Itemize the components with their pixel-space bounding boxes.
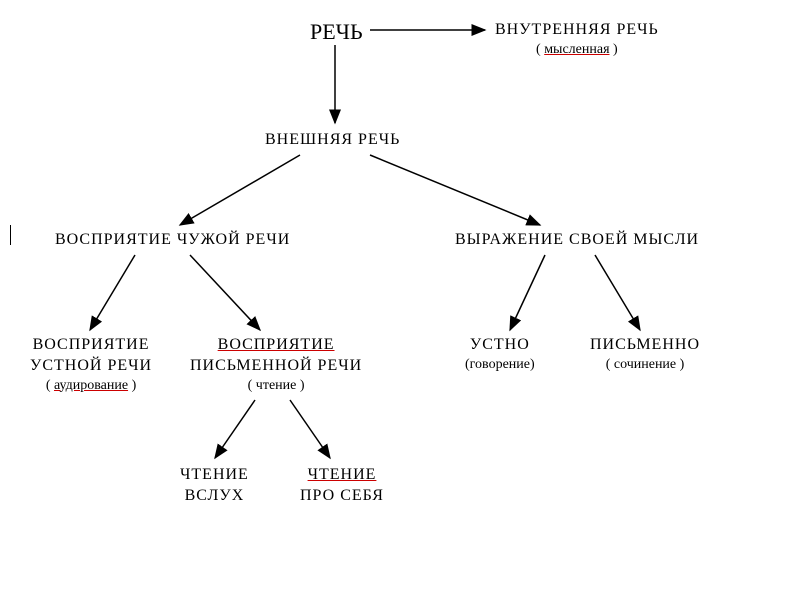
read-aloud-label1: ЧТЕНИЕ	[180, 465, 249, 486]
outer-label: ВНЕШНЯЯ РЕЧЬ	[265, 131, 400, 148]
perceive-label: ВОСПРИЯТИЕ ЧУЖОЙ РЕЧИ	[55, 231, 290, 248]
written-perc-label2: ПИСЬМЕННОЙ РЕЧИ	[190, 356, 362, 377]
express-label: ВЫРАЖЕНИЕ СВОЕЙ МЫСЛИ	[455, 231, 699, 248]
read-self-label2: ПРО СЕБЯ	[300, 486, 384, 507]
root-label: РЕЧЬ	[310, 19, 363, 44]
node-written-perception: ВОСПРИЯТИЕ ПИСЬМЕННОЙ РЕЧИ ( чтение )	[190, 335, 362, 395]
node-express: ВЫРАЖЕНИЕ СВОЕЙ МЫСЛИ	[455, 230, 699, 251]
oral-expr-sub: (говорение)	[465, 356, 535, 374]
written-perc-label1: ВОСПРИЯТИЕ	[190, 335, 362, 356]
node-written-expression: ПИСЬМЕННО ( сочинение )	[590, 335, 700, 374]
read-aloud-label2: ВСЛУХ	[180, 486, 249, 507]
written-expr-label: ПИСЬМЕННО	[590, 335, 700, 356]
oral-expr-label: УСТНО	[465, 335, 535, 356]
node-read-self: ЧТЕНИЕ ПРО СЕБЯ	[300, 465, 384, 507]
written-perc-sub: ( чтение )	[190, 377, 362, 395]
node-oral-expression: УСТНО (говорение)	[465, 335, 535, 374]
inner-sub: ( мысленная )	[495, 41, 659, 59]
written-expr-sub: ( сочинение )	[590, 356, 700, 374]
text-cursor	[10, 225, 11, 245]
node-oral-perception: ВОСПРИЯТИЕ УСТНОЙ РЕЧИ ( аудирование )	[30, 335, 152, 395]
node-outer-speech: ВНЕШНЯЯ РЕЧЬ	[265, 130, 400, 151]
diagram-arrows	[0, 0, 800, 600]
inner-label: ВНУТРЕННЯЯ РЕЧЬ	[495, 20, 659, 41]
oral-perc-label1: ВОСПРИЯТИЕ	[30, 335, 152, 356]
node-root: РЕЧЬ	[310, 18, 363, 47]
node-read-aloud: ЧТЕНИЕ ВСЛУХ	[180, 465, 249, 507]
read-self-label1: ЧТЕНИЕ	[300, 465, 384, 486]
node-inner-speech: ВНУТРЕННЯЯ РЕЧЬ ( мысленная )	[495, 20, 659, 59]
oral-perc-label2: УСТНОЙ РЕЧИ	[30, 356, 152, 377]
oral-perc-sub: ( аудирование )	[30, 377, 152, 395]
node-perceive: ВОСПРИЯТИЕ ЧУЖОЙ РЕЧИ	[55, 230, 290, 251]
